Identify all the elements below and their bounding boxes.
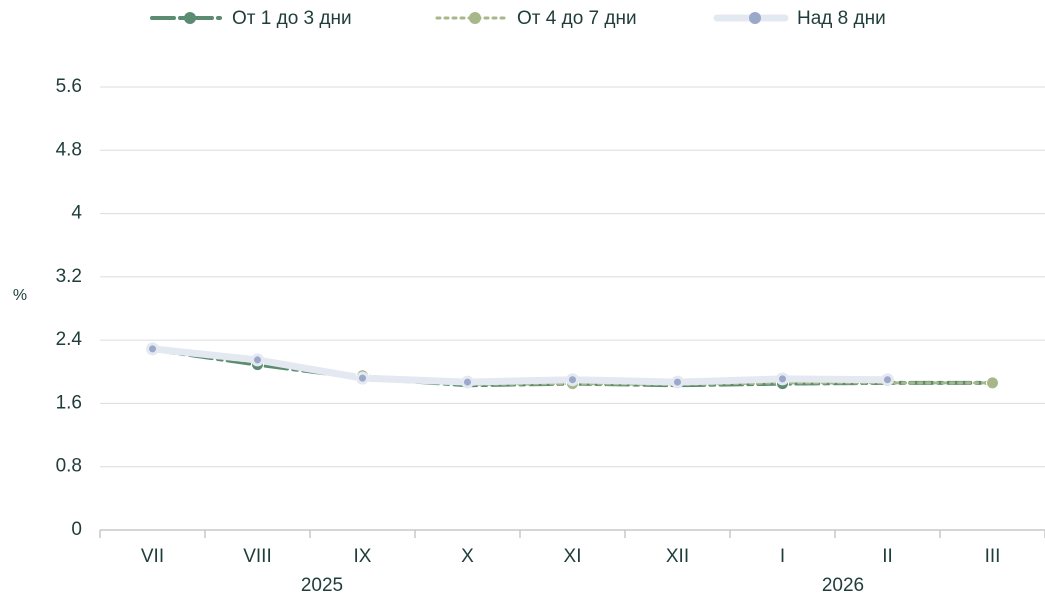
series-marker: [251, 353, 264, 367]
x-tick-label: I: [780, 546, 785, 567]
year-label: 2026: [822, 575, 864, 596]
legend-marker: [469, 12, 481, 24]
legend-label: От 4 до 7 дни: [517, 8, 637, 29]
x-tick-label: IX: [354, 546, 372, 567]
y-tick-label: 5.6: [56, 76, 82, 97]
year-label: 2025: [301, 575, 343, 596]
y-tick-label: 4.8: [56, 139, 82, 160]
series-marker: [146, 342, 159, 356]
legend-label: От 1 до 3 дни: [232, 8, 352, 29]
series-marker: [356, 371, 369, 385]
legend-marker: [184, 12, 196, 24]
series-marker: [881, 373, 894, 387]
y-tick-label: 0.8: [56, 456, 82, 477]
legend-marker: [749, 12, 761, 24]
series-marker: [671, 375, 684, 389]
series-line: [149, 345, 891, 386]
x-tick-label: XII: [666, 546, 689, 567]
y-tick-label: 2.4: [56, 329, 83, 350]
x-tick-label: II: [882, 546, 893, 567]
series-marker: [566, 373, 579, 387]
x-tick-label: X: [461, 546, 474, 567]
y-tick-label: 0: [71, 519, 82, 540]
y-axis-label: %: [13, 287, 27, 304]
x-tick-label: VIII: [243, 546, 272, 567]
y-tick-label: 3.2: [56, 266, 82, 287]
series-marker: [776, 372, 789, 386]
x-tick-label: XI: [564, 546, 582, 567]
x-tick-label: VII: [141, 546, 164, 567]
y-tick-label: 4: [71, 203, 82, 224]
series-marker: [461, 375, 474, 389]
legend-label: Над 8 дни: [797, 8, 886, 29]
series-marker: [986, 376, 999, 390]
x-tick-label: III: [985, 546, 1001, 567]
y-tick-label: 1.6: [56, 392, 82, 413]
